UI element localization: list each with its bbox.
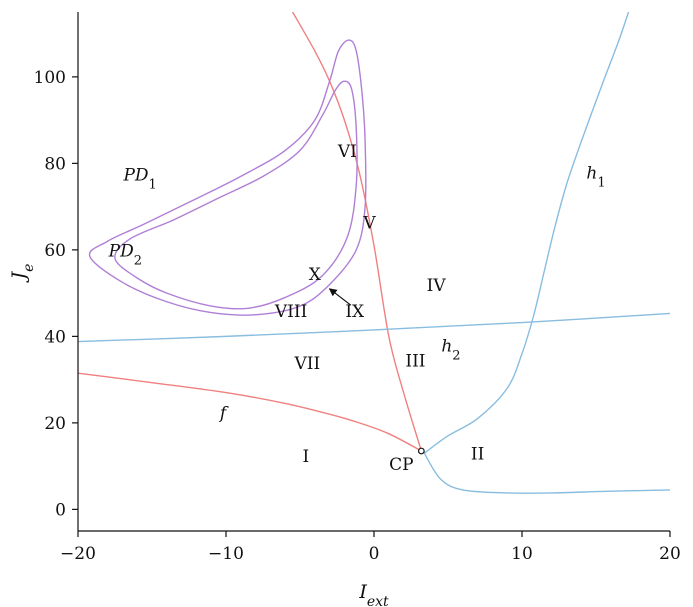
- x-tick-label: −10: [208, 544, 244, 564]
- region-label-iv: IV: [427, 276, 447, 296]
- y-axis-label: Je: [8, 264, 37, 284]
- y-tick-label: 100: [34, 68, 66, 88]
- region-label-x: X: [309, 265, 322, 285]
- curve-label-f: f: [218, 404, 229, 424]
- curves-layer: [78, 12, 670, 494]
- axes-layer: −20 −10 0 10 20 0 20 40 60 80 100 Iext Je: [8, 12, 681, 607]
- curve-h2: [78, 312, 670, 343]
- region-label-iii: III: [405, 352, 425, 372]
- region-label-vii: VII: [294, 354, 321, 374]
- curve-label-pd1: PD1: [122, 166, 156, 193]
- region-label-i: I: [303, 447, 310, 467]
- curve-label-h2: h2: [441, 337, 460, 364]
- curve-pd2: [114, 80, 358, 310]
- x-tick-label: 0: [369, 544, 380, 564]
- curve-branch-3: [423, 452, 670, 494]
- x-tick-label: 10: [511, 544, 533, 564]
- region-label-vi: VI: [337, 142, 357, 162]
- curve-h1: [423, 12, 630, 454]
- y-tick-label: 80: [44, 154, 66, 174]
- x-tick-label: −20: [60, 544, 96, 564]
- curve-f: [78, 372, 422, 452]
- curve-branch-1: [291, 12, 423, 452]
- y-tick-label: 60: [44, 241, 66, 261]
- curve-pd1: [88, 39, 367, 316]
- curve-label-pd2: PD2: [108, 241, 142, 268]
- x-tick-label: 20: [659, 544, 681, 564]
- y-tick-label: 20: [44, 414, 66, 434]
- region-label-ii: II: [471, 445, 484, 465]
- annotation-arrow: [328, 288, 351, 306]
- region-label-ix: IX: [345, 302, 365, 322]
- region-label-viii: VIII: [274, 302, 307, 322]
- x-axis-label: Iext: [358, 581, 389, 607]
- y-tick-label: 0: [55, 500, 66, 520]
- region-label-v: V: [362, 213, 376, 233]
- curve-label-h1: h1: [586, 164, 605, 191]
- cusp-point-label: CP: [389, 455, 413, 475]
- cusp-point-marker: [417, 447, 425, 455]
- y-tick-label: 40: [44, 327, 66, 347]
